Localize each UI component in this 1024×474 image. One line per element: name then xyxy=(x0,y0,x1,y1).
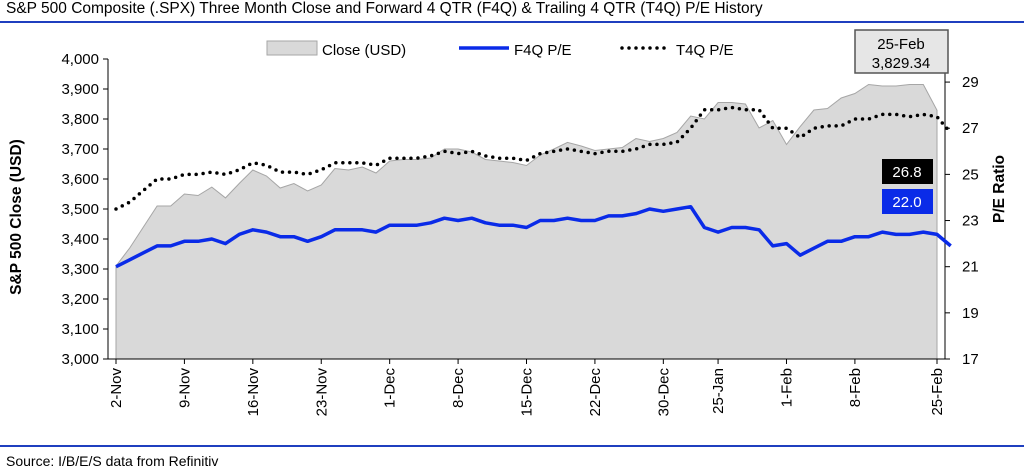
x-tick-label: 16-Nov xyxy=(245,368,262,417)
chart-title: S&P 500 Composite (.SPX) Three Month Clo… xyxy=(6,0,763,17)
x-tick-label: 25-Jan xyxy=(710,368,727,414)
x-tick-label: 2-Nov xyxy=(108,368,125,409)
x-tick-label: 8-Feb xyxy=(847,368,864,407)
close-callout-date: 25-Feb xyxy=(877,36,925,53)
y-tick-label: 3,000 xyxy=(61,351,99,368)
y-tick-label: 3,100 xyxy=(61,321,99,338)
y-tick-label: 3,500 xyxy=(61,201,99,218)
y-tick-label: 3,700 xyxy=(61,141,99,158)
legend-close-label: Close (USD) xyxy=(322,42,406,59)
y2-tick-label: 21 xyxy=(962,259,979,276)
y2-tick-label: 19 xyxy=(962,305,979,322)
y2-tick-label: 29 xyxy=(962,74,979,91)
x-tick-label: 15-Dec xyxy=(519,368,536,417)
x-tick-label: 1-Feb xyxy=(778,368,795,407)
source-note: Source: I/B/E/S data from Refinitiv xyxy=(6,453,219,469)
y2-tick-label: 27 xyxy=(962,120,979,137)
f4q-callout-box xyxy=(882,189,933,214)
y2-tick-label: 25 xyxy=(962,166,979,183)
legend-f4q-label: F4Q P/E xyxy=(514,42,572,59)
y-tick-label: 3,800 xyxy=(61,111,99,128)
y-tick-label: 3,400 xyxy=(61,231,99,248)
y-tick-label: 4,000 xyxy=(61,51,99,68)
close-area xyxy=(115,83,938,360)
t4q-callout-value: 26.8 xyxy=(892,164,921,181)
t4q-callout-box xyxy=(882,159,933,184)
title-divider xyxy=(0,21,1024,23)
x-tick-label: 1-Dec xyxy=(382,368,399,409)
f4q-callout-value: 22.0 xyxy=(892,194,921,211)
y2-tick-label: 17 xyxy=(962,351,979,368)
callouts: 25-Feb 3,829.34 26.8 22.0 xyxy=(854,29,949,214)
y2-axis-title: P/E Ratio xyxy=(991,155,1008,223)
axes: 3,000 3,100 3,200 3,300 3,400 3,500 3,600 3,700… xyxy=(8,51,1008,416)
x-tick-label: 8-Dec xyxy=(450,368,467,409)
x-tick-label: 22-Dec xyxy=(587,368,604,417)
legend-t4q-label: T4Q P/E xyxy=(676,42,734,59)
t4q-pe-line xyxy=(114,105,953,211)
legend: Close (USD) F4Q P/E T4Q P/E xyxy=(266,40,734,59)
x-tick-label: 23-Nov xyxy=(313,368,330,417)
legend-close-swatch xyxy=(266,40,318,56)
x-tick-label: 9-Nov xyxy=(176,368,193,409)
close-callout-value: 3,829.34 xyxy=(872,55,930,72)
x-tick-label: 30-Dec xyxy=(655,368,672,417)
y-tick-label: 3,200 xyxy=(61,291,99,308)
x-tick-label: 25-Feb xyxy=(929,368,946,416)
close-callout-box xyxy=(854,29,949,74)
pe-lines-layer xyxy=(114,105,953,269)
f4q-pe-line xyxy=(115,204,952,269)
y-tick-label: 3,600 xyxy=(61,171,99,188)
footer-divider xyxy=(0,445,1024,447)
y-tick-label: 3,300 xyxy=(61,261,99,278)
y2-tick-label: 23 xyxy=(962,213,979,230)
close-area-layer xyxy=(115,83,938,360)
y-tick-label: 3,900 xyxy=(61,81,99,98)
y-axis-title: S&P 500 Close (USD) xyxy=(8,139,25,295)
